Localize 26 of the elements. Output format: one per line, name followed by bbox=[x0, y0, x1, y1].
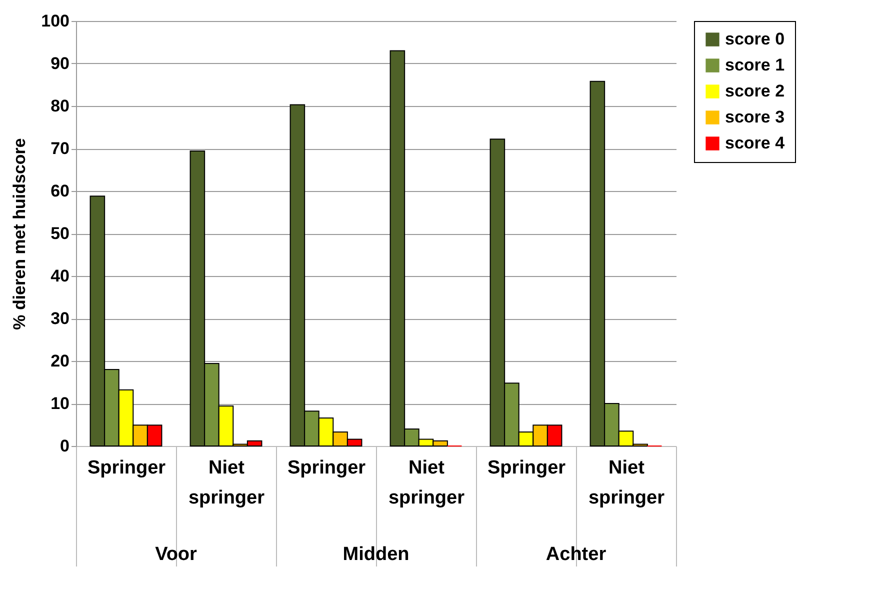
y-tick-label: 20 bbox=[50, 352, 70, 370]
x-tick-label: Niet springer bbox=[588, 458, 666, 508]
legend-label: score 4 bbox=[725, 134, 786, 152]
y-tick-label: 70 bbox=[50, 139, 70, 158]
y-tick-label: 80 bbox=[50, 96, 70, 116]
text: Achter bbox=[546, 544, 607, 565]
text: Voor bbox=[155, 544, 198, 565]
y-tick-label: 10 bbox=[50, 394, 70, 413]
y-axis-title: % dieren met huidscore bbox=[10, 138, 30, 330]
y-tick-label: 50 bbox=[50, 224, 70, 243]
legend-label: score 2 bbox=[725, 82, 785, 100]
y-tick-label: 40 bbox=[50, 266, 70, 286]
x-tick-label: Springer bbox=[487, 458, 566, 478]
x-tick-label: Springer bbox=[87, 458, 166, 478]
y-tick-label: 30 bbox=[50, 309, 70, 328]
x-tick-label: Niet springer bbox=[188, 458, 266, 508]
y-tick-label: 100 bbox=[41, 12, 70, 30]
legend-label: score 0 bbox=[725, 30, 785, 48]
y-tick-label: 0 bbox=[60, 436, 70, 456]
y-tick-label: 90 bbox=[50, 54, 70, 73]
legend-label: score 1 bbox=[725, 56, 785, 74]
text: Midden bbox=[342, 544, 410, 565]
legend-label: score 3 bbox=[725, 108, 785, 126]
x-tick-label: Springer bbox=[287, 458, 366, 478]
x-tick-label: Niet springer bbox=[388, 458, 466, 508]
y-tick-label: 60 bbox=[50, 182, 70, 200]
